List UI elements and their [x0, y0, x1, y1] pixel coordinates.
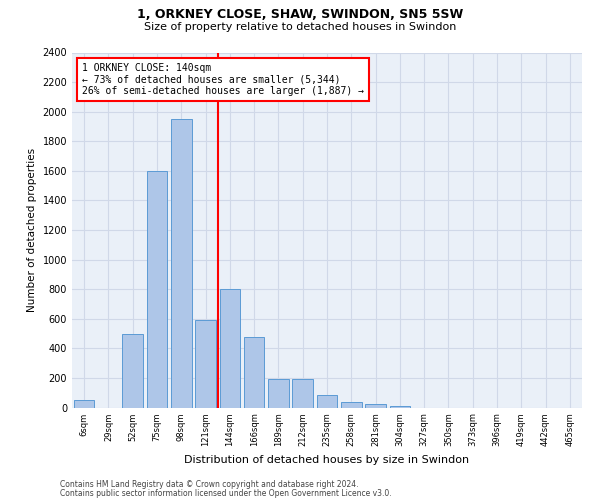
- Bar: [171, 119, 191, 408]
- Bar: [122, 334, 143, 407]
- Bar: [341, 402, 362, 407]
- Text: Contains public sector information licensed under the Open Government Licence v3: Contains public sector information licen…: [60, 488, 392, 498]
- Bar: [74, 400, 94, 407]
- Y-axis label: Number of detached properties: Number of detached properties: [27, 148, 37, 312]
- Bar: [389, 406, 410, 407]
- Text: Size of property relative to detached houses in Swindon: Size of property relative to detached ho…: [144, 22, 456, 32]
- Bar: [268, 378, 289, 408]
- Bar: [220, 289, 240, 408]
- Bar: [195, 320, 216, 408]
- Text: Contains HM Land Registry data © Crown copyright and database right 2024.: Contains HM Land Registry data © Crown c…: [60, 480, 359, 489]
- Bar: [365, 404, 386, 407]
- Bar: [244, 337, 265, 407]
- Text: 1, ORKNEY CLOSE, SHAW, SWINDON, SN5 5SW: 1, ORKNEY CLOSE, SHAW, SWINDON, SN5 5SW: [137, 8, 463, 20]
- Bar: [146, 171, 167, 408]
- X-axis label: Distribution of detached houses by size in Swindon: Distribution of detached houses by size …: [184, 454, 470, 464]
- Bar: [292, 378, 313, 408]
- Bar: [317, 395, 337, 407]
- Text: 1 ORKNEY CLOSE: 140sqm
← 73% of detached houses are smaller (5,344)
26% of semi-: 1 ORKNEY CLOSE: 140sqm ← 73% of detached…: [82, 63, 364, 96]
